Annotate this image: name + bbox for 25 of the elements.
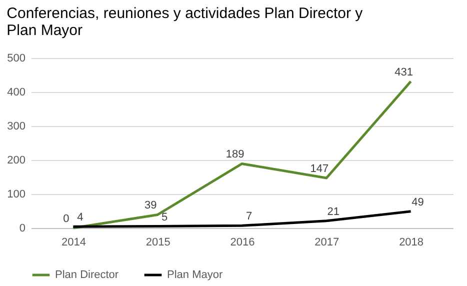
y-tick-label: 300	[7, 120, 26, 132]
y-tick-label: 0	[19, 222, 26, 234]
data-label: 7	[246, 210, 252, 223]
data-label: 147	[310, 163, 329, 176]
data-label: 4	[77, 212, 84, 224]
y-tick-label: 200	[7, 154, 26, 166]
data-label: 39	[144, 200, 157, 212]
x-tick-label: 2015	[146, 236, 170, 248]
chart-title: Conferencias, reuniones y actividades Plan Director y Plan Mayor	[6, 5, 364, 39]
x-tick-label: 2014	[61, 236, 86, 248]
data-label: 49	[412, 196, 424, 208]
y-tick-label: 500	[7, 52, 26, 64]
data-label: 431	[394, 66, 413, 78]
data-label: 0	[63, 213, 70, 225]
line-series	[72, 80, 412, 230]
x-tick-label: 2016	[230, 236, 255, 248]
x-tick-label: 2017	[314, 236, 340, 248]
y-tick-label: 400	[7, 86, 26, 98]
data-label: 5	[162, 211, 168, 224]
legend-label: Plan Director	[55, 269, 119, 281]
data-label: 21	[327, 206, 340, 218]
x-tick-label: 2018	[399, 236, 424, 248]
data-label: 189	[226, 148, 244, 161]
legend-label: Plan Mayor	[167, 269, 223, 281]
y-tick-label: 100	[7, 188, 26, 200]
